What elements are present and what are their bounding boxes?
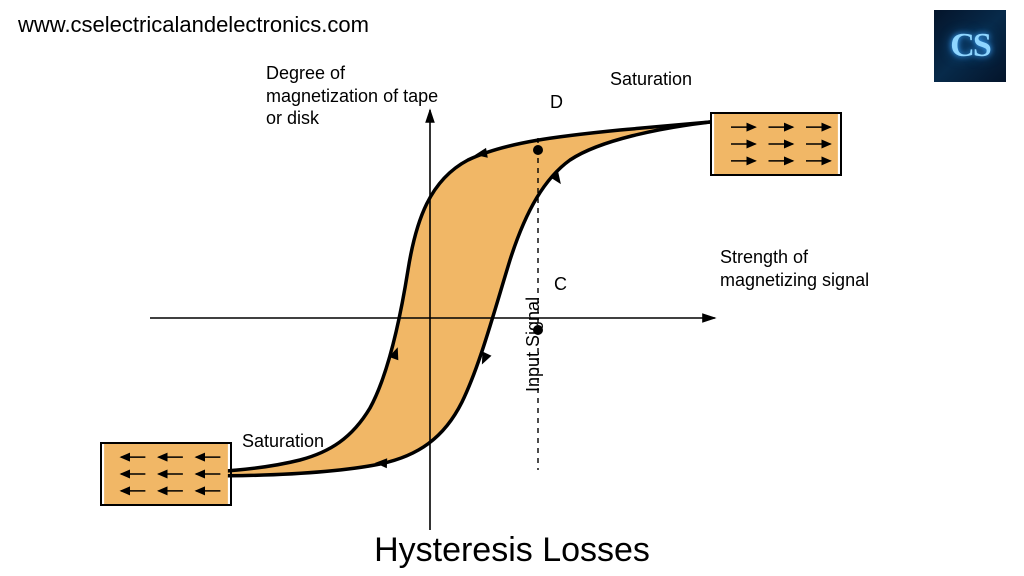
input-signal-label: Input Signal — [522, 297, 545, 392]
page-url: www.cselectricalandelectronics.com — [18, 12, 369, 38]
diagram-title: Hysteresis Losses — [374, 531, 650, 570]
point-d-label: D — [550, 92, 563, 113]
x-axis-label: Strength of magnetizing signal — [720, 246, 900, 291]
point-c-label: C — [554, 274, 567, 295]
saturation-box-bottom — [100, 442, 232, 506]
saturation-label-bottom: Saturation — [242, 430, 324, 453]
saturation-label-top: Saturation — [610, 68, 692, 91]
y-axis-label: Degree of magnetization of tape or disk — [266, 62, 446, 130]
saturation-box-top — [710, 112, 842, 176]
